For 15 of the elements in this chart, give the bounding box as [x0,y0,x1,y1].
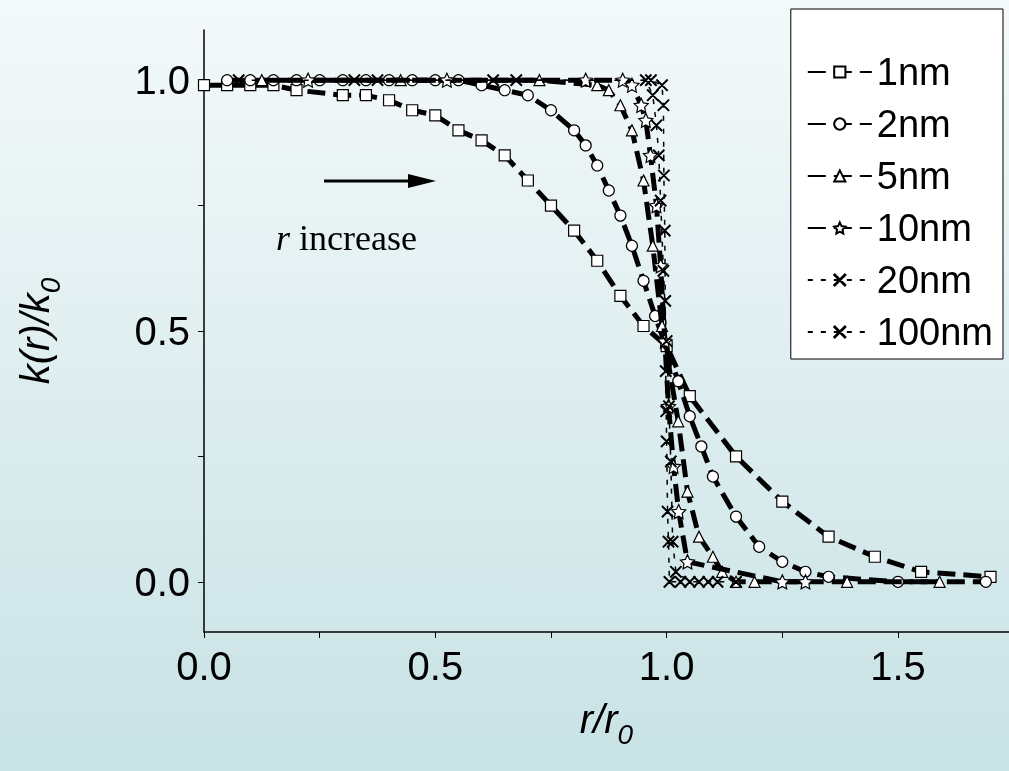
y-tick-label: 0.0 [134,559,190,604]
y-tick-label: 0.5 [134,309,190,353]
legend-label: 2nm [876,103,951,145]
y-tick-label: 1.0 [134,58,190,103]
x-tick-label: 1.5 [870,644,926,688]
legend-label: 1nm [876,51,951,93]
legend-label: 100nm [876,311,994,353]
x-tick-label: 0.0 [176,644,232,688]
legend-label: 5nm [876,155,951,197]
legend-label: 10nm [876,207,972,249]
y-axis-title: k(r)/k0 [13,277,66,385]
legend-label: 20nm [876,259,972,301]
x-tick-label: 1.0 [638,644,695,688]
annotation: r increase [276,218,417,258]
x-tick-label: 0.5 [407,644,464,688]
